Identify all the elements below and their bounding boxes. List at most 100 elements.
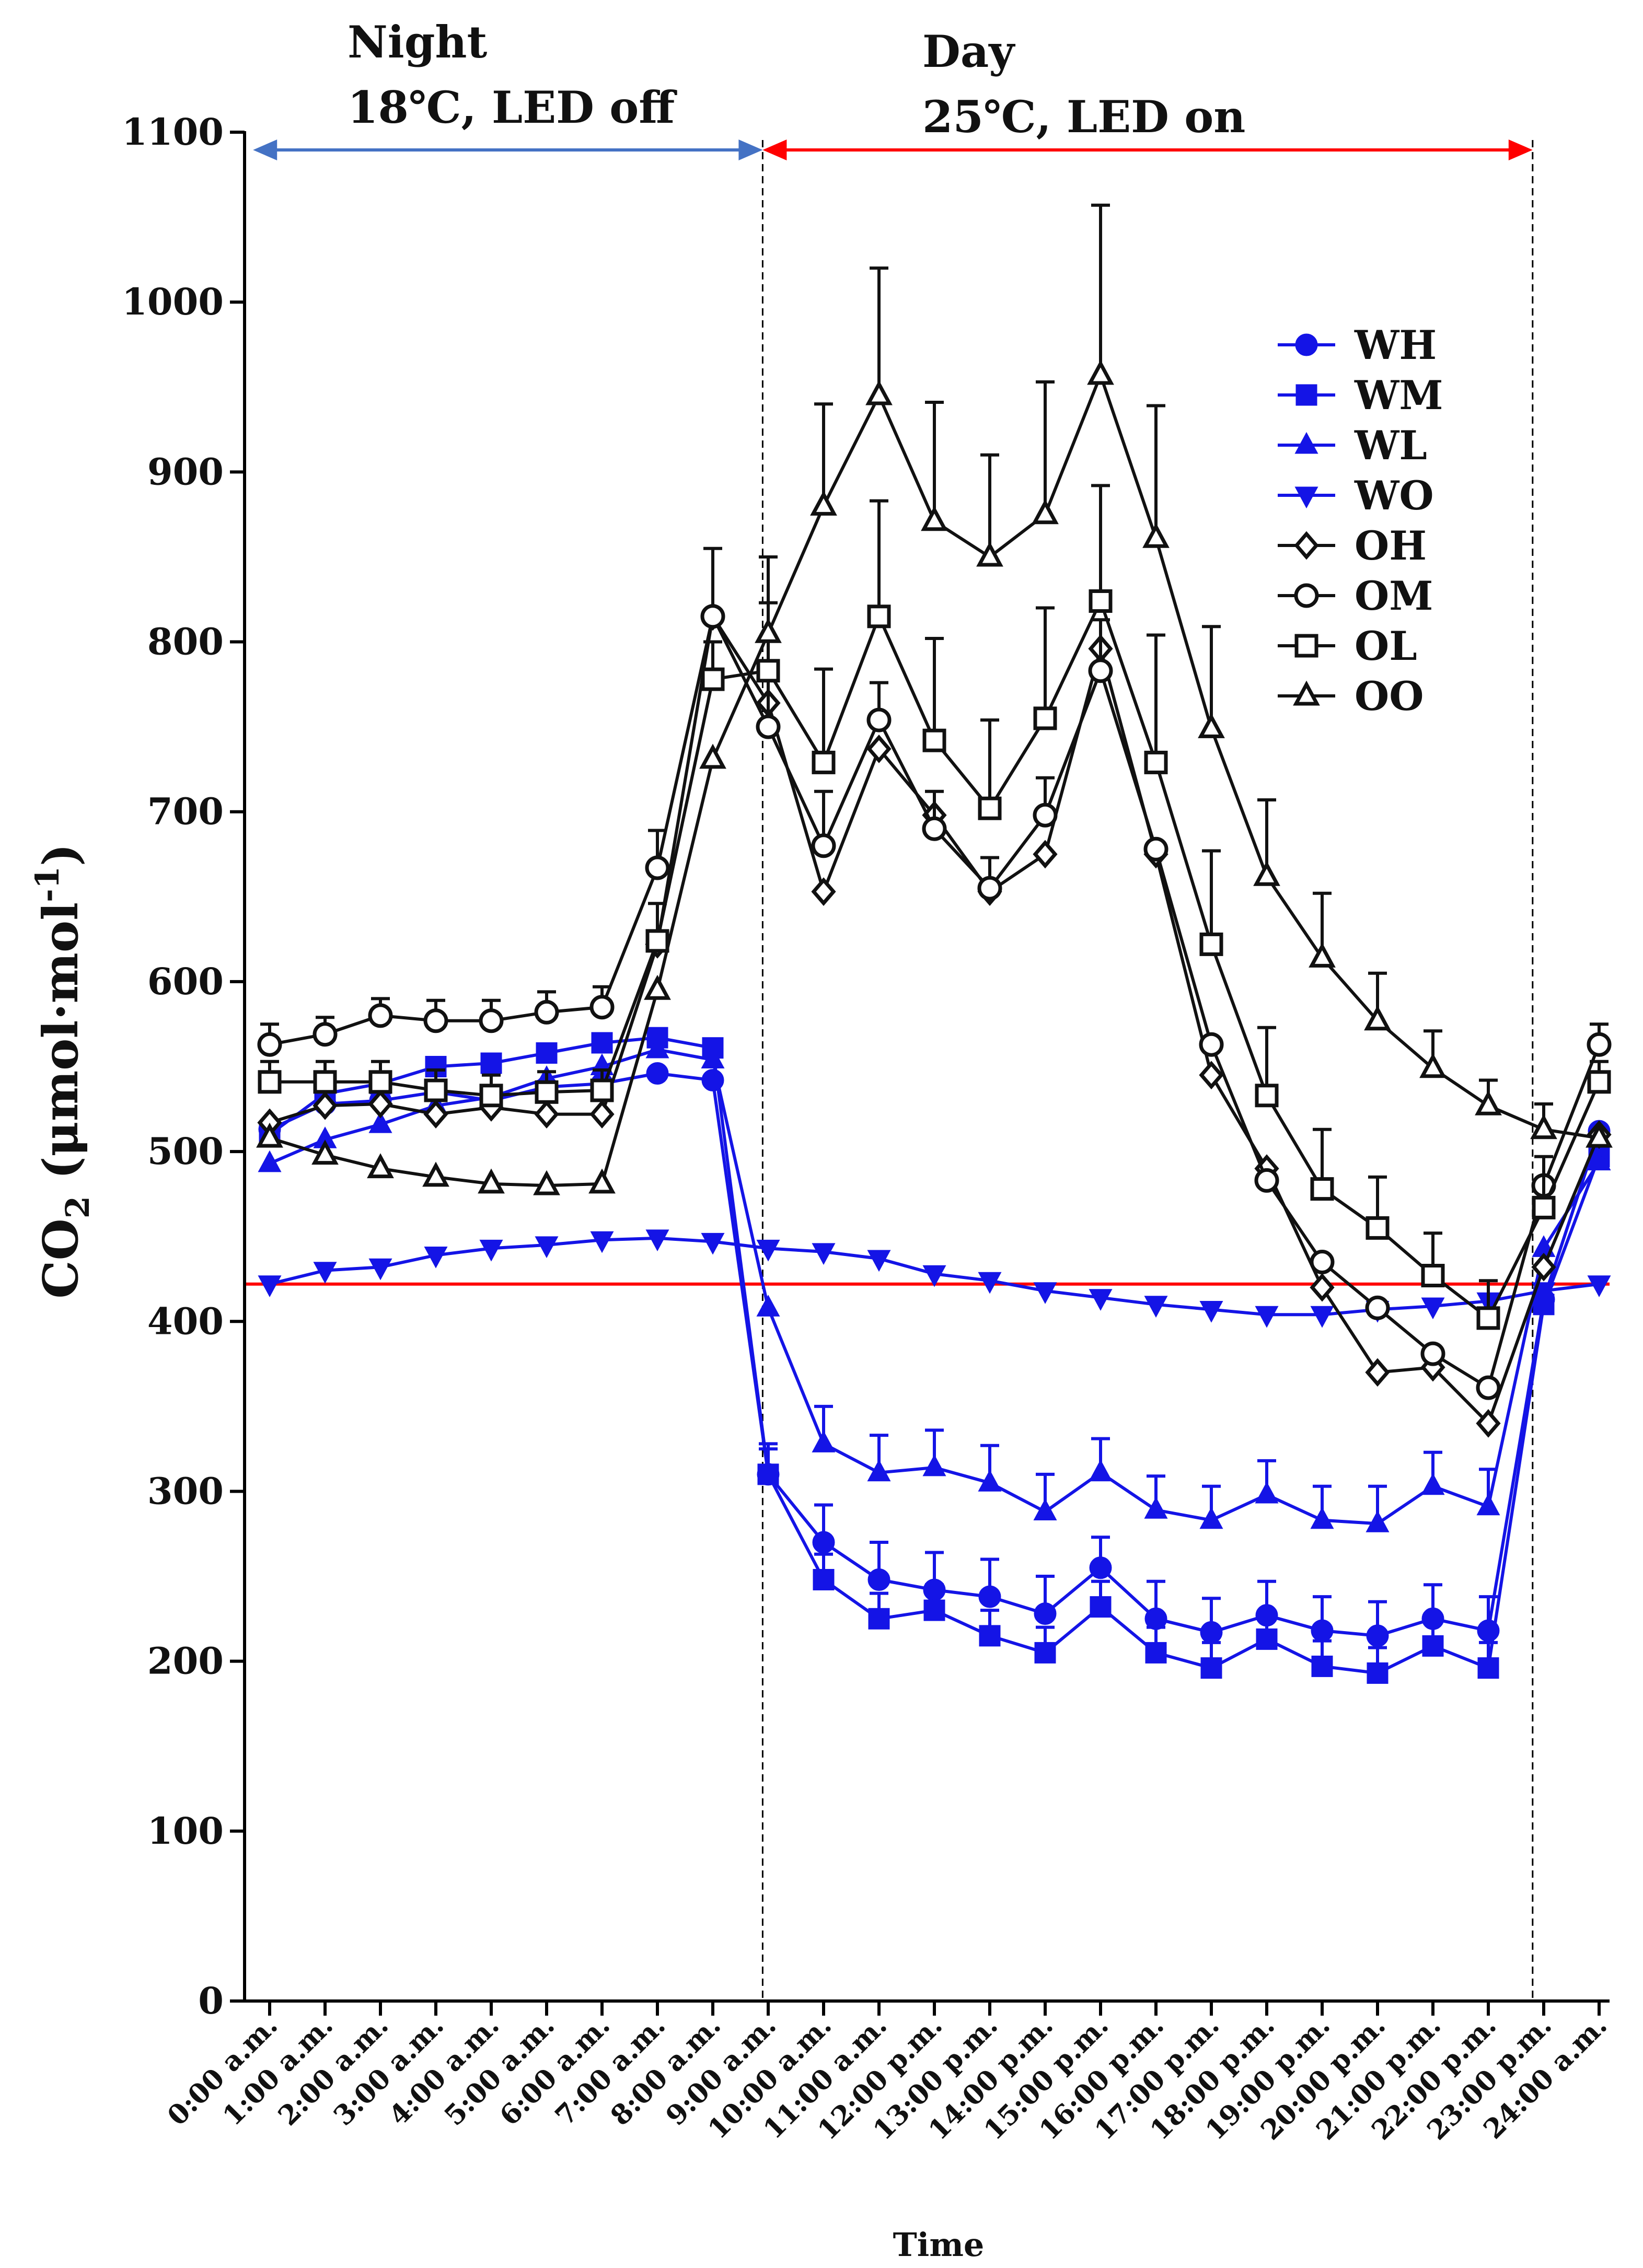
point-WL-10 <box>812 1430 836 1452</box>
point-OL-18 <box>1255 1084 1279 1108</box>
point-WO-16 <box>1144 1296 1168 1318</box>
point-WM-15 <box>1090 1596 1112 1618</box>
point-OM-1 <box>313 1022 338 1047</box>
legend-marker-WM <box>1295 384 1317 406</box>
point-WL-18 <box>1255 1481 1279 1504</box>
point-WM-22 <box>1477 1657 1499 1679</box>
point-WL-12 <box>922 1454 946 1476</box>
point-WL-19 <box>1310 1507 1334 1529</box>
point-OM-13 <box>977 876 1002 901</box>
legend-label-WM: WM <box>1354 372 1443 418</box>
legend-marker-WL <box>1294 432 1318 454</box>
point-WO-4 <box>479 1239 503 1262</box>
night-arrow-head-left <box>253 139 277 160</box>
y-tick-label-100: 100 <box>147 1809 224 1853</box>
point-OH-5 <box>534 1100 559 1129</box>
point-WM-16 <box>1145 1642 1167 1664</box>
point-OH-3 <box>423 1100 448 1129</box>
point-OL-10 <box>812 750 836 774</box>
point-OL-23 <box>1532 1195 1556 1219</box>
y-tick-label-400: 400 <box>147 1299 224 1343</box>
point-OM-21 <box>1420 1341 1445 1366</box>
point-WH-7 <box>646 1062 669 1085</box>
point-OL-15 <box>1089 589 1113 613</box>
point-WO-15 <box>1089 1289 1113 1311</box>
point-WL-16 <box>1144 1497 1168 1519</box>
point-OO-12 <box>921 506 948 531</box>
point-WM-17 <box>1200 1657 1222 1679</box>
point-WO-14 <box>1033 1282 1057 1304</box>
point-WM-11 <box>868 1608 890 1630</box>
legend-item-WL: WL <box>1278 422 1427 469</box>
point-OO-19 <box>1309 943 1336 968</box>
point-OL-17 <box>1199 932 1223 956</box>
point-OO-22 <box>1475 1090 1502 1115</box>
legend-item-WM: WM <box>1278 372 1443 418</box>
point-OM-16 <box>1143 836 1168 862</box>
point-WO-13 <box>978 1272 1002 1294</box>
point-WM-4 <box>480 1052 502 1074</box>
point-WM-9 <box>757 1463 779 1485</box>
point-OL-6 <box>590 1078 614 1102</box>
point-OO-24 <box>1586 1122 1613 1148</box>
point-OM-11 <box>866 707 892 732</box>
point-OL-7 <box>645 929 669 953</box>
point-WO-9 <box>756 1239 780 1262</box>
point-OL-22 <box>1476 1306 1500 1330</box>
point-WL-9 <box>756 1295 780 1317</box>
point-WL-14 <box>1033 1498 1057 1520</box>
point-OM-19 <box>1310 1250 1335 1274</box>
point-WL-22 <box>1476 1493 1500 1516</box>
legend-marker-WO <box>1294 486 1318 509</box>
point-OO-21 <box>1419 1053 1447 1078</box>
point-OM-4 <box>479 1008 504 1033</box>
point-WO-10 <box>812 1243 836 1265</box>
point-OL-5 <box>535 1080 559 1104</box>
point-WH-19 <box>1311 1619 1334 1642</box>
point-OM-7 <box>645 855 670 880</box>
point-WL-24 <box>1587 1148 1611 1171</box>
legend-label-WH: WH <box>1354 322 1437 368</box>
point-WM-21 <box>1422 1635 1444 1657</box>
point-OH-2 <box>368 1089 393 1119</box>
point-OM-8 <box>700 604 725 629</box>
point-WL-20 <box>1366 1510 1390 1532</box>
point-OM-10 <box>811 833 836 858</box>
legend-item-OL: OL <box>1278 623 1417 669</box>
point-OL-4 <box>479 1084 503 1108</box>
point-OM-15 <box>1088 658 1113 683</box>
point-WO-19 <box>1310 1306 1334 1328</box>
point-OL-8 <box>701 667 725 691</box>
point-OL-21 <box>1421 1264 1445 1287</box>
point-WH-10 <box>812 1531 835 1554</box>
legend-item-WO: WO <box>1278 472 1434 519</box>
point-OM-18 <box>1254 1168 1279 1193</box>
point-WL-8 <box>701 1046 725 1068</box>
point-OO-20 <box>1364 1005 1391 1031</box>
point-OH-10 <box>811 877 836 906</box>
point-WH-17 <box>1200 1621 1223 1644</box>
point-OO-9 <box>755 618 782 643</box>
point-OO-17 <box>1198 713 1225 738</box>
legend-marker-OO <box>1293 680 1320 706</box>
point-OO-15 <box>1087 359 1114 385</box>
night-detail: 18℃, LED off <box>348 82 677 133</box>
point-OL-9 <box>756 659 780 683</box>
point-WH-20 <box>1366 1624 1389 1647</box>
series-OM <box>257 546 1612 1400</box>
point-WM-6 <box>591 1032 613 1054</box>
point-OM-3 <box>423 1008 448 1033</box>
point-OH-17 <box>1199 1061 1224 1090</box>
point-OO-8 <box>699 743 726 769</box>
point-WH-15 <box>1089 1556 1112 1579</box>
point-WO-7 <box>645 1229 669 1252</box>
point-WO-6 <box>590 1231 614 1253</box>
point-OL-24 <box>1587 1070 1611 1094</box>
point-OL-13 <box>978 796 1002 820</box>
legend-marker-WH <box>1295 333 1318 356</box>
y-tick-label-700: 700 <box>147 790 224 833</box>
legend-marker-OH <box>1294 531 1319 560</box>
divider-layer <box>761 140 1534 2001</box>
point-WM-18 <box>1256 1628 1278 1650</box>
point-OH-11 <box>866 735 892 763</box>
